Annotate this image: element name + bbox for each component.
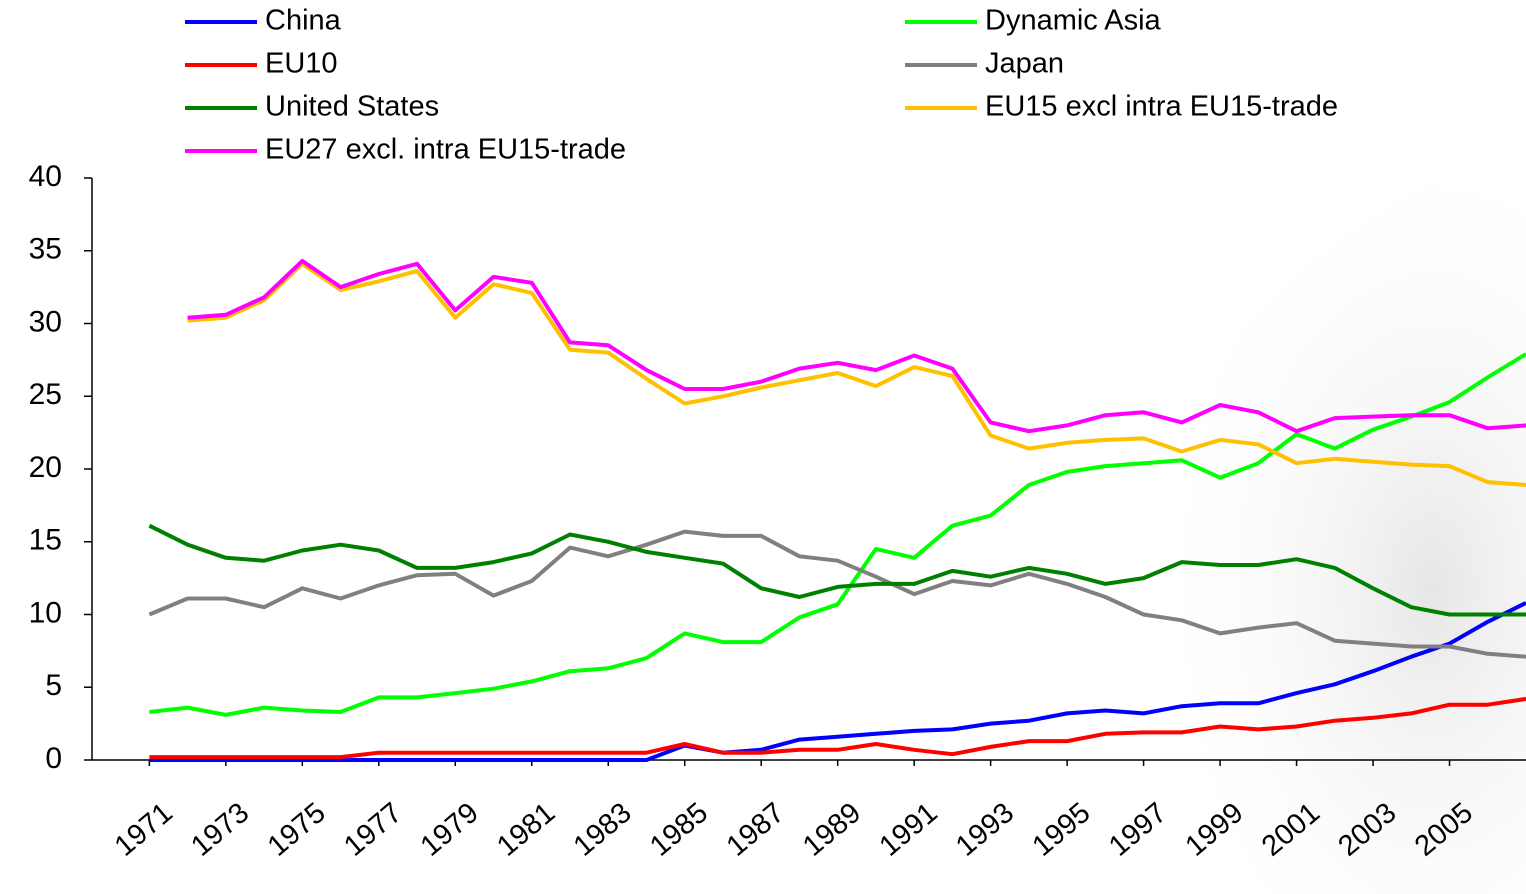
y-tick-label: 35 [29,233,62,266]
series-line [149,696,1526,760]
series-line [187,261,1526,487]
background-swoosh [1053,130,1526,894]
y-tick-label: 5 [45,669,62,702]
legend-label: Japan [985,48,1064,80]
series-line [149,352,1526,717]
y-tick-label: 40 [29,160,62,193]
y-tick-label: 25 [29,378,62,411]
series-line [149,601,1526,762]
legend-label: China [265,5,342,37]
y-tick-label: 10 [29,596,62,629]
legend-label: Dynamic Asia [985,5,1162,37]
y-tick-label: 30 [29,305,62,338]
series-line [187,258,1526,434]
legend-label: EU27 excl. intra EU15-trade [265,134,626,166]
y-tick-label: 15 [29,524,62,557]
series-line [148,529,1526,659]
legend-label: EU15 excl intra EU15-trade [985,91,1338,123]
legend-label: United States [265,91,439,123]
y-tick-label: 0 [45,742,62,775]
y-tick-label: 20 [29,451,62,484]
series-line [148,523,1526,617]
legend-label: EU10 [265,48,338,80]
